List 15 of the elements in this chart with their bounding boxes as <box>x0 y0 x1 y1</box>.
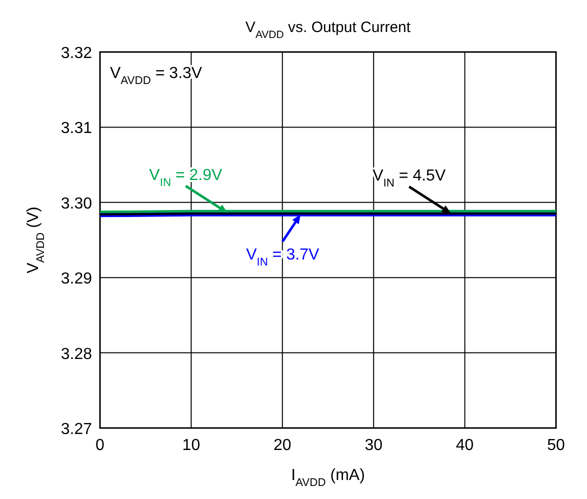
chart-title: V$_{AVDD}$ vs. Output Current <box>245 19 412 41</box>
x-tick-label: 0 <box>96 437 105 454</box>
x-tick-label: 10 <box>182 437 200 454</box>
y-tick-label: 3.27 <box>60 421 92 438</box>
y-tick-label: 3.32 <box>60 45 92 62</box>
x-tick-label: 50 <box>547 437 565 454</box>
y-tick-label: 3.31 <box>60 120 92 138</box>
x-tick-label: 20 <box>274 437 292 454</box>
y-tick-label: 3.29 <box>60 270 92 288</box>
annotation: V$_{IN}$ = 3.7V <box>246 246 320 268</box>
x-tick-label: 40 <box>456 437 474 454</box>
y-tick-label: 3.30 <box>60 195 92 212</box>
y-tick-label: 3.28 <box>60 346 92 363</box>
x-axis-title: I$_{AVDD}$ (mA) <box>291 467 365 489</box>
x-tick-label: 30 <box>364 437 383 454</box>
